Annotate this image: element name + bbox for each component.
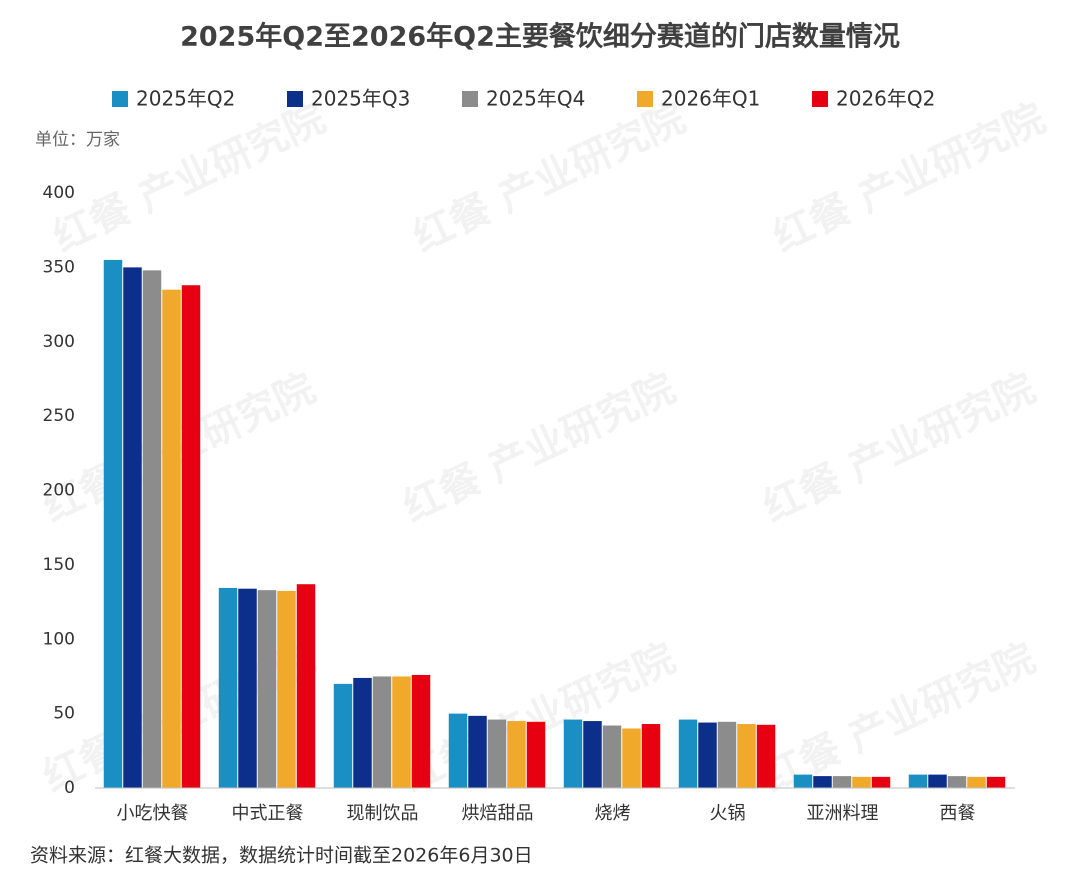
bar bbox=[277, 590, 296, 788]
legend-swatch bbox=[637, 91, 653, 107]
watermark: 红餐 产业研究院 bbox=[46, 95, 332, 261]
bar bbox=[756, 724, 776, 788]
bar bbox=[908, 774, 928, 788]
legend-swatch bbox=[112, 91, 128, 107]
bar bbox=[813, 776, 832, 788]
bar bbox=[871, 776, 891, 788]
bar bbox=[353, 677, 372, 788]
bar bbox=[238, 588, 257, 788]
bar bbox=[986, 776, 1006, 788]
x-tick-label: 现制饮品 bbox=[347, 803, 419, 824]
bar bbox=[257, 590, 277, 788]
bar bbox=[832, 776, 852, 788]
source-note: 资料来源：红餐大数据，数据统计时间截至2026年6月30日 bbox=[30, 845, 533, 867]
x-tick-label: 小吃快餐 bbox=[117, 803, 189, 824]
bar bbox=[392, 676, 411, 788]
x-tick-label: 亚洲料理 bbox=[807, 803, 879, 824]
legend-label: 2025年Q4 bbox=[486, 87, 585, 111]
y-tick-label: 50 bbox=[53, 704, 75, 724]
bar bbox=[487, 719, 507, 788]
legend-label: 2026年Q1 bbox=[661, 87, 760, 111]
legend-swatch bbox=[462, 91, 478, 107]
bar bbox=[142, 270, 162, 789]
bar bbox=[123, 267, 142, 788]
bar bbox=[563, 719, 583, 788]
y-tick-label: 250 bbox=[43, 406, 75, 426]
y-tick-label: 200 bbox=[43, 481, 75, 501]
y-tick-label: 350 bbox=[43, 257, 75, 277]
bar bbox=[602, 725, 622, 788]
bar bbox=[622, 728, 641, 788]
bar bbox=[507, 721, 526, 788]
unit-label: 单位：万家 bbox=[35, 130, 120, 150]
watermark: 红餐 产业研究院 bbox=[396, 365, 682, 531]
bar bbox=[526, 721, 546, 788]
bar bbox=[717, 721, 737, 788]
chart-title: 2025年Q2至2026年Q2主要餐饮细分赛道的门店数量情况 bbox=[180, 21, 900, 53]
bar bbox=[967, 776, 986, 788]
bar bbox=[372, 676, 392, 788]
y-tick-label: 150 bbox=[43, 555, 75, 575]
bar bbox=[583, 721, 602, 788]
x-tick-label: 中式正餐 bbox=[232, 803, 304, 824]
y-tick-label: 300 bbox=[43, 332, 75, 352]
legend-swatch bbox=[812, 91, 828, 107]
bar bbox=[218, 587, 238, 788]
x-tick-label: 西餐 bbox=[940, 803, 976, 824]
x-tick-label: 烘焙甜品 bbox=[462, 803, 534, 824]
bar bbox=[641, 724, 661, 788]
bar bbox=[793, 774, 813, 788]
bar bbox=[698, 722, 717, 788]
legend-swatch bbox=[287, 91, 303, 107]
legend-label: 2025年Q2 bbox=[136, 87, 235, 111]
x-tick-label: 烧烤 bbox=[595, 803, 631, 824]
bar bbox=[448, 713, 468, 788]
bar bbox=[947, 776, 967, 788]
legend-label: 2026年Q2 bbox=[836, 87, 935, 111]
y-tick-label: 0 bbox=[64, 778, 75, 798]
bar bbox=[162, 289, 181, 788]
y-tick-label: 400 bbox=[43, 183, 75, 203]
watermark: 红餐 产业研究院 bbox=[406, 95, 692, 261]
bar bbox=[852, 776, 871, 788]
bar bbox=[181, 285, 201, 788]
bar bbox=[296, 584, 316, 788]
watermark: 红餐 产业研究院 bbox=[766, 95, 1052, 261]
x-tick-label: 火锅 bbox=[710, 803, 746, 824]
bar bbox=[333, 683, 353, 788]
bar bbox=[103, 259, 123, 788]
bar bbox=[678, 719, 698, 788]
bar bbox=[411, 674, 431, 788]
watermark: 红餐 产业研究院 bbox=[756, 365, 1042, 531]
y-tick-label: 100 bbox=[43, 629, 75, 649]
legend-label: 2025年Q3 bbox=[311, 87, 410, 111]
bar bbox=[928, 774, 947, 788]
bar bbox=[737, 724, 756, 788]
bar bbox=[468, 715, 487, 788]
